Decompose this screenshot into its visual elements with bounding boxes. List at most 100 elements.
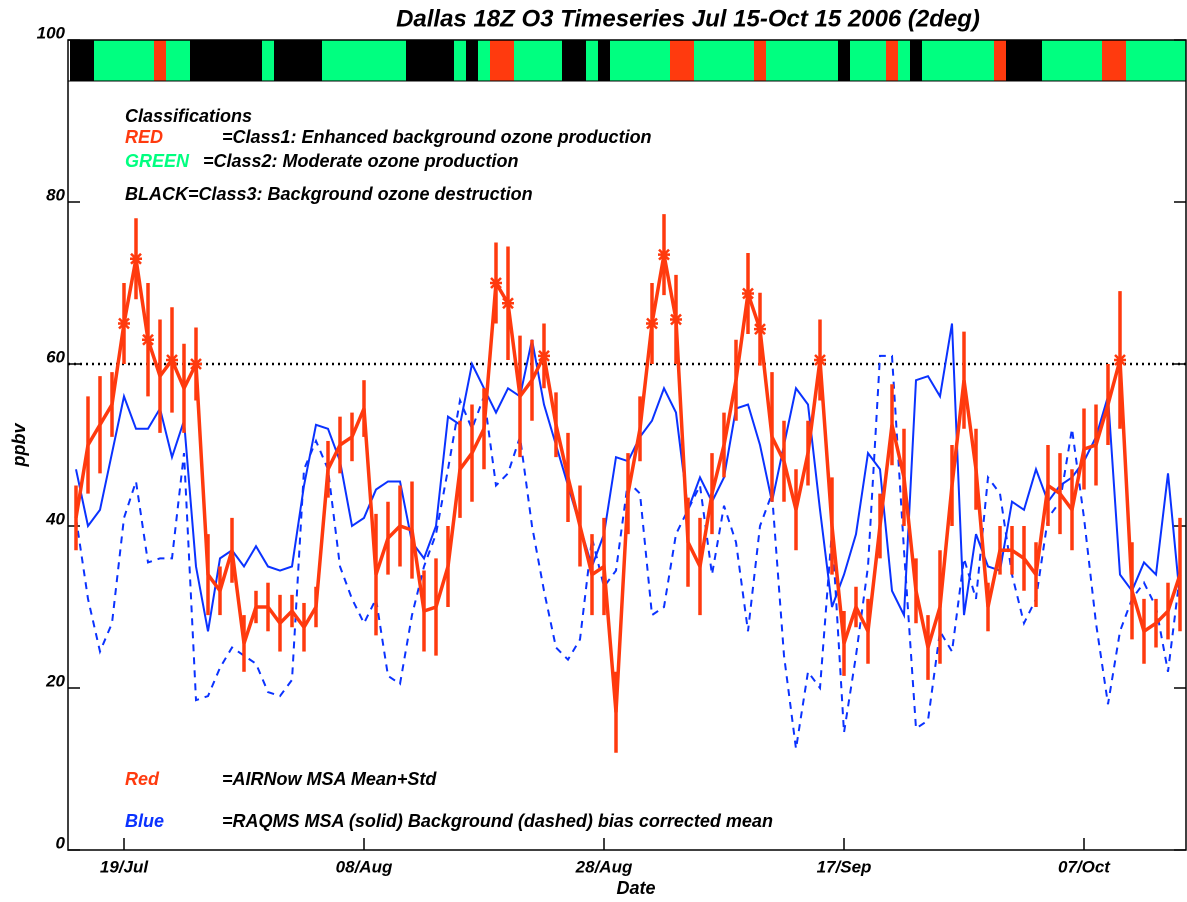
class-cell (358, 40, 370, 81)
class-cell (274, 40, 286, 81)
class-cell (874, 40, 886, 81)
plot-frame (67, 39, 1187, 851)
class-cell (850, 40, 862, 81)
class-cell (1066, 40, 1078, 81)
exceedance-marker (130, 252, 142, 265)
class-cell (430, 40, 442, 81)
class-cell (190, 40, 202, 81)
class-cell (826, 40, 838, 81)
class-cell (406, 40, 418, 81)
class-cell (586, 40, 598, 81)
x-tick-label: 28/Aug (575, 857, 633, 876)
x-tick-label: 19/Jul (100, 857, 149, 876)
exceedance-marker (1114, 353, 1126, 366)
class-cell (934, 40, 946, 81)
exceedance-marker (670, 313, 682, 326)
class-cell (502, 40, 514, 81)
class-cell (562, 40, 574, 81)
class-cell (946, 40, 958, 81)
class-cell (694, 40, 706, 81)
class-cell (478, 40, 490, 81)
exceedance-marker (190, 358, 202, 370)
class-cell (298, 40, 310, 81)
class-cell (958, 40, 970, 81)
class-cell (346, 40, 358, 81)
class-cell (202, 40, 214, 81)
exceedance-marker (658, 248, 670, 261)
class-cell (718, 40, 730, 81)
class-cell (1114, 40, 1126, 81)
class-cell (1042, 40, 1054, 81)
class-cell (1162, 40, 1174, 81)
class-cell (766, 40, 778, 81)
class-cell (670, 40, 682, 81)
class-cell (730, 40, 742, 81)
y-tick-label: 20 (45, 671, 65, 690)
exceedance-marker (742, 287, 754, 300)
class-cell (754, 40, 766, 81)
class-cell (394, 40, 406, 81)
class-cell (238, 40, 250, 81)
x-axis-label: Date (616, 878, 655, 898)
class-cell (898, 40, 910, 81)
class-cell (178, 40, 190, 81)
class-cell (1018, 40, 1030, 81)
y-tick-label: 0 (56, 833, 66, 852)
y-tick-label: 40 (45, 509, 65, 528)
class-cell (514, 40, 526, 81)
class-cell (970, 40, 982, 81)
class-cell (550, 40, 562, 81)
class-cell (466, 40, 478, 81)
legend-key: Blue (125, 811, 164, 831)
class-cell (538, 40, 550, 81)
exceedance-marker (814, 353, 826, 366)
exceedance-marker (142, 333, 154, 346)
class-cell (1150, 40, 1162, 81)
legend-text: =AIRNow MSA Mean+Std (222, 769, 437, 789)
class-cell (790, 40, 802, 81)
class-cell (526, 40, 538, 81)
y-axis-label: ppbv (9, 423, 29, 468)
class-cell (454, 40, 466, 81)
legend-text: =Class1: Enhanced background ozone produ… (222, 127, 652, 147)
x-tick-label: 08/Aug (336, 857, 393, 876)
class-cell (82, 40, 94, 81)
legend-key: Red (125, 769, 160, 789)
class-cell (490, 40, 502, 81)
class-cell (598, 40, 610, 81)
class-cell (214, 40, 226, 81)
y-tick-label: 100 (37, 23, 66, 42)
class-cell (982, 40, 994, 81)
legend-text: =Class3: Background ozone destruction (188, 184, 533, 204)
class-cell (802, 40, 814, 81)
class-cell (382, 40, 394, 81)
class-cell (418, 40, 430, 81)
class-cell (142, 40, 154, 81)
class-cell (646, 40, 658, 81)
exceedance-marker (754, 323, 766, 336)
class-cell (886, 40, 898, 81)
class-cell (166, 40, 178, 81)
class-cell (994, 40, 1006, 81)
class-cell (706, 40, 718, 81)
legend-key: RED (125, 127, 163, 147)
class-cell (778, 40, 790, 81)
exceedance-marker (118, 317, 130, 330)
class-cell (262, 40, 274, 81)
class-cell (106, 40, 118, 81)
legend-key: GREEN (125, 151, 190, 171)
class-cell (70, 40, 82, 81)
legend-text: =RAQMS MSA (solid) Background (dashed) b… (222, 811, 773, 831)
exceedance-marker (502, 297, 514, 310)
class-cell (922, 40, 934, 81)
class-cell (334, 40, 346, 81)
class-cell (682, 40, 694, 81)
class-cell (622, 40, 634, 81)
class-cell (1138, 40, 1150, 81)
class-cell (1030, 40, 1042, 81)
class-cell (226, 40, 238, 81)
class-cell (814, 40, 826, 81)
legend-text: =Class2: Moderate ozone production (203, 151, 519, 171)
class-cell (442, 40, 454, 81)
